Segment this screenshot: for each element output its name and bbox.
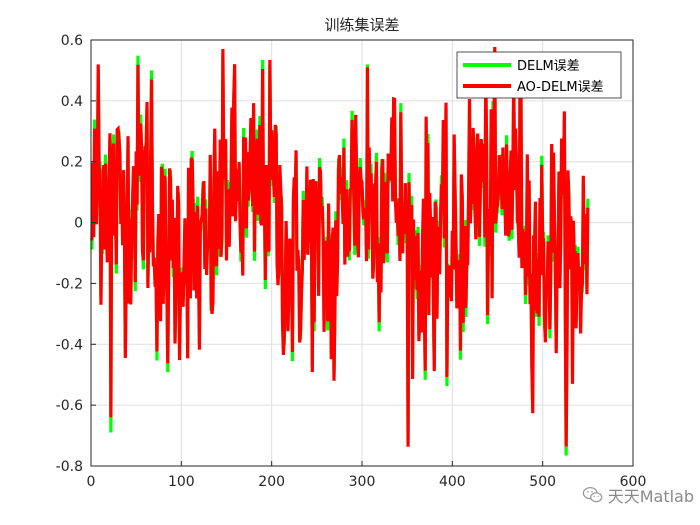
x-tick-label: 200	[258, 474, 285, 490]
chart-title: 训练集误差	[324, 16, 399, 34]
y-tick-label: 0.6	[61, 33, 83, 49]
x-tick-label: 500	[529, 474, 556, 490]
wechat-icon	[582, 487, 603, 503]
legend-label-ao-delm: AO-DELM误差	[517, 80, 604, 95]
x-tick-label: 400	[439, 474, 466, 490]
y-tick-label: -0.2	[56, 276, 83, 292]
y-tick-label: -0.6	[56, 398, 83, 414]
x-tick-label: 300	[349, 474, 376, 490]
x-axis: 0 100 200 300 400 500 600	[87, 461, 647, 490]
watermark-text: 天天Matlab	[607, 487, 694, 506]
watermark: 天天Matlab	[582, 483, 694, 507]
series-line-ao-delm	[90, 47, 590, 447]
x-tick-label: 600	[620, 474, 647, 490]
series-ao-delm-error	[90, 47, 590, 447]
legend-box	[456, 51, 622, 99]
x-tick-label: 100	[168, 474, 195, 490]
y-tick-label: 0.2	[61, 155, 83, 171]
y-tick-label: -0.4	[56, 337, 83, 353]
legend: DELM误差 AO-DELM误差	[456, 51, 622, 99]
y-tick-label: 0.4	[61, 94, 83, 110]
y-tick-label: 0	[74, 216, 83, 232]
legend-label-delm: DELM误差	[517, 59, 580, 74]
y-axis: 0.6 0.4 0.2 0 -0.2 -0.4 -0.6 -0.8	[56, 33, 96, 475]
x-tick-label: 0	[87, 474, 96, 490]
y-tick-label: -0.8	[56, 459, 83, 475]
